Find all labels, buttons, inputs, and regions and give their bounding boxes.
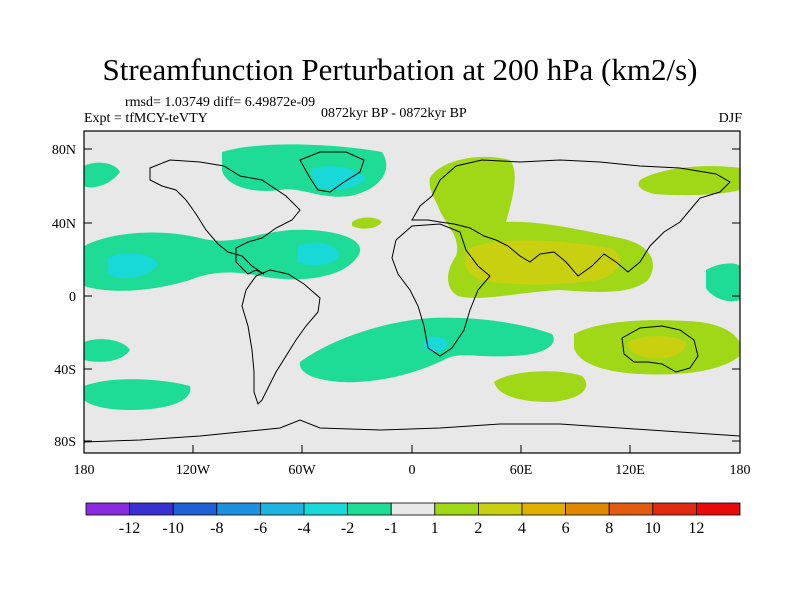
coast-eurasia xyxy=(411,159,731,277)
coast-africa xyxy=(391,223,491,357)
contour-pos-south-indian-ocean xyxy=(494,371,587,402)
colorbar-label: -12 xyxy=(119,520,140,537)
contour-neg-south-pacific xyxy=(84,379,191,410)
colorbar-swatch xyxy=(434,502,479,516)
colorbar-swatch xyxy=(85,502,130,516)
contour-fields xyxy=(84,144,740,410)
contour-neg-south-africa-core xyxy=(424,336,448,353)
y-tick-label: 80S xyxy=(54,435,76,450)
coast-south-america xyxy=(241,269,321,405)
x-tick-label: 60E xyxy=(510,463,533,478)
coast-antarctica xyxy=(84,419,740,443)
coast-north-america xyxy=(149,159,301,275)
coast-greenland xyxy=(299,151,365,193)
colorbar-swatch xyxy=(608,502,654,516)
colorbar-label: -2 xyxy=(341,520,354,537)
coastlines xyxy=(84,151,740,443)
colorbar-label: 2 xyxy=(474,520,482,537)
contour-neg-alaska xyxy=(84,162,120,188)
experiment-text: Expt = tfMCY-teVTY xyxy=(84,111,208,126)
colorbar-swatch xyxy=(172,502,218,516)
colorbar-swatch xyxy=(129,502,174,516)
x-tick-label: 60W xyxy=(288,463,316,478)
colorbar-label: -10 xyxy=(163,520,184,537)
contour-neg-pacific-core xyxy=(108,253,158,279)
colorbar-swatch xyxy=(565,502,610,516)
colorbar-label: 6 xyxy=(562,520,570,537)
y-tick-marks xyxy=(84,148,740,442)
y-tick-label: 80N xyxy=(52,143,76,158)
coast-australia xyxy=(621,325,699,373)
colorbar-swatch xyxy=(477,502,523,516)
colorbar-label: -1 xyxy=(385,520,398,537)
period-text: 0872kyr BP - 0872kyr BP xyxy=(321,106,467,121)
contour-neg-east-pacific-warm-pool xyxy=(706,263,740,302)
contour-neg-south-pacific-west xyxy=(84,339,130,362)
colorbar-swatch xyxy=(521,502,566,516)
colorbar-label: 8 xyxy=(605,520,613,537)
colorbar-swatch xyxy=(216,502,261,516)
colorbar-label: 10 xyxy=(645,520,661,537)
y-tick-labels: 80N 40N 0 40S 80S xyxy=(52,143,76,450)
y-tick-label: 40S xyxy=(54,363,76,378)
x-tick-label: 120E xyxy=(615,463,645,478)
colorbar-swatch xyxy=(696,502,741,516)
y-tick-label: 40N xyxy=(52,217,76,232)
x-tick-label: 0 xyxy=(409,463,416,478)
x-tick-label: 180 xyxy=(730,463,751,478)
colorbar-label: -8 xyxy=(210,520,223,537)
x-tick-labels: 180 120W 60W 0 60E 120E 180 xyxy=(74,463,751,478)
colorbar-labels: -12 -10 -8 -6 -4 -2 -1 1 2 4 6 8 10 12 xyxy=(119,520,704,537)
colorbar-label: 12 xyxy=(688,520,704,537)
colorbar-label: -6 xyxy=(254,520,267,537)
colorbar-swatch xyxy=(303,502,348,516)
contour-pos-mediterranean xyxy=(352,217,382,229)
x-tick-marks xyxy=(83,445,741,453)
colorbar-swatch xyxy=(652,502,697,516)
colorbar-swatch xyxy=(259,502,305,516)
x-tick-label: 120W xyxy=(176,463,211,478)
colorbar-swatch xyxy=(390,502,436,516)
y-tick-label: 0 xyxy=(69,290,76,305)
season-text: DJF xyxy=(718,111,742,126)
map-title: Streamfunction Perturbation at 200 hPa (… xyxy=(102,52,698,87)
contour-pos-australia-core xyxy=(627,336,686,359)
contour-neg-atlantic-core xyxy=(298,242,340,266)
x-tick-label: 180 xyxy=(74,463,95,478)
rmsd-text: rmsd= 1.03749 diff= 6.49872e-09 xyxy=(125,95,316,110)
colorbar-swatch xyxy=(347,502,392,516)
colorbar xyxy=(85,502,741,516)
plot-background xyxy=(84,131,740,453)
contour-neg-greenland-core xyxy=(310,166,366,190)
colorbar-label: 4 xyxy=(518,520,526,537)
colorbar-label: 1 xyxy=(431,520,439,537)
colorbar-label: -4 xyxy=(297,520,310,537)
